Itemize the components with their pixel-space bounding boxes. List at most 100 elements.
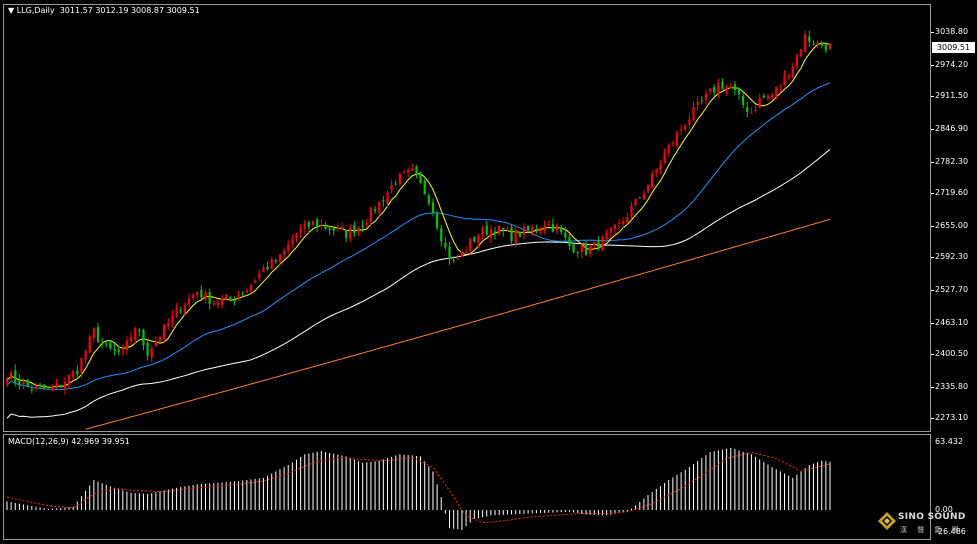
candle — [713, 84, 716, 98]
candle — [493, 226, 497, 240]
candle-body — [510, 227, 513, 242]
candle-body — [750, 112, 753, 114]
candle — [402, 169, 406, 174]
candle-body — [311, 220, 315, 225]
candle — [38, 382, 42, 389]
candle-body — [63, 382, 66, 390]
price-chart-panel[interactable] — [3, 4, 931, 432]
candle — [291, 234, 294, 249]
candle — [423, 178, 426, 195]
candle-body — [390, 185, 393, 191]
candle — [262, 264, 265, 273]
candle-body — [229, 296, 232, 299]
candle — [605, 229, 608, 242]
candle-body — [597, 241, 600, 249]
candle-body — [522, 226, 526, 235]
price-tick-mark — [931, 386, 934, 388]
macd-signal-line — [6, 451, 831, 524]
candle-body — [258, 273, 261, 279]
price-tick-label: 2400.50 — [935, 349, 969, 359]
candle — [175, 303, 178, 319]
candle — [684, 123, 687, 132]
candle — [373, 205, 377, 214]
candle — [225, 293, 228, 301]
candle — [196, 290, 199, 300]
candle-body — [535, 228, 538, 230]
candle — [791, 62, 794, 79]
candle — [105, 341, 108, 348]
candle — [14, 364, 17, 387]
candle-body — [287, 244, 290, 251]
candle — [688, 113, 691, 129]
candle-body — [386, 192, 389, 204]
candle — [353, 221, 356, 238]
candle-body — [663, 153, 666, 163]
candle — [22, 378, 25, 390]
candle — [779, 83, 782, 92]
candle — [187, 293, 191, 308]
candle — [518, 231, 521, 238]
candle-body — [440, 228, 443, 242]
candle-body — [452, 260, 455, 262]
price-tick-label: 2273.10 — [935, 413, 969, 423]
candle — [237, 291, 240, 301]
candle-body — [655, 169, 658, 173]
candle-body — [572, 243, 575, 253]
price-tick-label: 2335.80 — [935, 381, 969, 391]
candle-body — [411, 168, 414, 171]
candle — [34, 382, 38, 392]
candle — [125, 335, 129, 355]
candle-body — [539, 228, 542, 230]
candle — [158, 335, 162, 343]
candle-body — [551, 223, 555, 232]
ma-30-line — [6, 82, 831, 391]
candle-body — [791, 66, 794, 78]
candle-body — [51, 386, 54, 390]
candle — [584, 240, 588, 256]
candle-body — [266, 266, 269, 270]
candle — [254, 278, 257, 284]
candle — [142, 328, 145, 351]
candle-body — [113, 348, 116, 351]
candle-body — [320, 224, 323, 226]
price-tick-mark — [931, 418, 934, 420]
candle — [179, 306, 182, 315]
price-tick-mark — [931, 354, 934, 356]
candle-body — [361, 225, 364, 228]
dropdown-triangle-icon[interactable]: ▼ — [8, 6, 17, 15]
candle — [464, 246, 468, 253]
candle — [742, 92, 745, 109]
candle-body — [762, 95, 765, 98]
candle-body — [564, 232, 567, 238]
candle-body — [419, 174, 422, 183]
candle-body — [307, 222, 311, 227]
candle-body — [481, 227, 484, 236]
candle-body — [225, 294, 228, 299]
candle-body — [407, 170, 410, 173]
candle-body — [713, 86, 716, 93]
candle — [183, 302, 186, 316]
candle-body — [274, 259, 277, 262]
candle — [812, 40, 815, 46]
candle — [820, 40, 823, 49]
candle — [349, 224, 352, 243]
candle — [651, 169, 654, 189]
candle — [489, 224, 492, 244]
candle-body — [316, 219, 319, 228]
candle — [609, 227, 612, 238]
candle-body — [175, 307, 178, 317]
candle — [171, 310, 174, 328]
macd-indicator-panel[interactable] — [3, 434, 931, 540]
candle-body — [171, 315, 174, 323]
candle-body — [84, 350, 87, 360]
candle-body — [589, 246, 592, 255]
candle-body — [787, 76, 790, 78]
candle-body — [30, 389, 33, 391]
candle-body — [555, 225, 559, 231]
candle — [299, 224, 302, 238]
candle-body — [473, 237, 476, 242]
candle — [436, 210, 439, 231]
candle — [192, 292, 195, 301]
candle — [766, 93, 770, 102]
candle-body — [733, 84, 736, 90]
